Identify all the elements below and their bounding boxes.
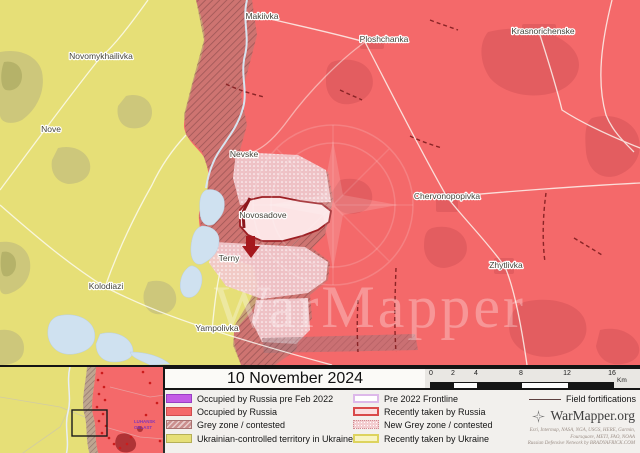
town-label: Novomykhailivka [69,51,133,61]
legend-label: Pre 2022 Frontline [384,393,459,404]
legend-label: Ukrainian-controlled territory in Ukrain… [197,433,354,444]
forest-patches-occupied [326,24,640,365]
minimap-event-dots [95,370,162,450]
legend-row: Pre 2022 Frontline [353,393,458,404]
watermark-compass [252,124,414,286]
map-date: 10 November 2024 [226,369,364,387]
scale-segment [431,383,454,388]
scale-bar-segments [430,382,614,389]
scale-tick: 0 [429,370,433,377]
legend-label: Recently taken by Ukraine [384,433,490,444]
town-label: Ploshchanka [360,34,409,44]
legend-label: Grey zone / contested [197,419,286,430]
fortifications-label: Field fortifications [565,394,636,404]
legend-swatch-prewar-occupied [166,394,192,403]
field-fortifications [225,19,603,353]
scale-segment [476,383,522,388]
region-new-grey-zone [209,152,331,344]
town-label: Krasnorichenske [511,26,575,36]
town-label: Terny [219,253,241,263]
scale-tick: 2 [451,370,455,377]
fortifications-key: Field fortifications [528,394,636,404]
legend-swatch-new-grey-zone [353,420,379,429]
bottom-panel: LUHANSK OBLAST 10 November 2024 0 2 4 8 … [0,365,640,453]
minimap-oblast-label: OBLAST [134,425,152,430]
brand: WarMapper.org [532,408,635,424]
legend-swatch-occupied [166,407,192,416]
attribution-line: Russian Defensive Network by BRADYAFRICK… [527,441,635,446]
scale-segment [522,383,568,388]
scale-tick: 16 [608,370,616,377]
scale-segment [567,383,613,388]
date-box: 10 November 2024 [163,367,427,390]
town-label: Zhytlivka [489,260,523,270]
attack-arrow [242,236,260,258]
legend-row: Recently taken by Russia [353,406,486,417]
minimap-extent-box [71,409,108,437]
attribution: Esri, Intermap, NASA, NGA, USGS, HERE, G… [528,428,635,448]
town-label: Novosadove [239,210,287,220]
legend-label: Occupied by Russia pre Feb 2022 [197,393,334,404]
legend-row: Recently taken by Ukraine [353,433,489,444]
town-label: Yampolivka [195,323,239,333]
zherebets-river [205,0,248,189]
brand-name: WarMapper.org [550,408,635,423]
main-map-canvas: WarMapper Makiivka Ploshchanka Krasnoric… [0,0,640,366]
legend-label: New Grey zone / contested [384,419,493,430]
legend-row: Occupied by Russia [166,406,277,417]
scale-segment [453,383,477,388]
town-label: Chervonopopivka [414,191,480,201]
minimap-roads [0,386,163,453]
water-features [47,0,248,366]
legend-row: New Grey zone / contested [353,419,493,430]
legend-swatch-recently-taken-russia [353,407,379,416]
compass-icon [532,409,546,423]
minimap-river [65,367,71,453]
town-label: Nove [41,124,61,134]
town-label: Kolodiazi [89,281,124,291]
scale-bar: 0 2 4 8 12 16 Km [425,367,640,390]
legend-label: Recently taken by Russia [384,406,486,417]
legend-row: Ukrainian-controlled territory in Ukrain… [166,433,353,444]
legend-swatch-pre2022-frontline [353,394,379,403]
main-map: WarMapper Makiivka Ploshchanka Krasnoric… [0,0,640,366]
town-label: Makiivka [245,11,278,21]
legend-swatch-recently-taken-ukraine [353,434,379,443]
legend-row: Occupied by Russia pre Feb 2022 [166,393,333,404]
scale-tick: 12 [563,370,571,377]
fortification-line-icon [528,398,561,400]
attribution-line: Foursquare, METI, FAO, NOAA [570,434,635,440]
scale-unit: Km [617,377,627,384]
grey-forest-strip [262,334,418,353]
roads [0,0,640,366]
minimap-occupied [92,367,163,453]
forest-patches-ukraine [0,50,177,365]
legend-label: Occupied by Russia [197,406,278,417]
attribution-line: Esri, Intermap, NASA, NGA, USGS, HERE, G… [529,428,635,433]
legend-swatch-grey-zone [166,420,192,429]
minimap-oblast-label: LUHANSK [134,419,156,424]
minimap-canvas: LUHANSK OBLAST [0,367,163,453]
legend-row: Grey zone / contested [166,419,285,430]
frontline-segment [241,197,252,229]
scale-tick: 4 [474,370,478,377]
scale-tick: 8 [519,370,523,377]
town-label: Nevske [230,149,259,159]
legend-swatch-ukrainian [166,434,192,443]
watermark-text: WarMapper [214,274,526,340]
town-labels: Makiivka Ploshchanka Krasnorichenske Nov… [40,10,576,334]
overview-minimap: LUHANSK OBLAST [0,367,165,453]
